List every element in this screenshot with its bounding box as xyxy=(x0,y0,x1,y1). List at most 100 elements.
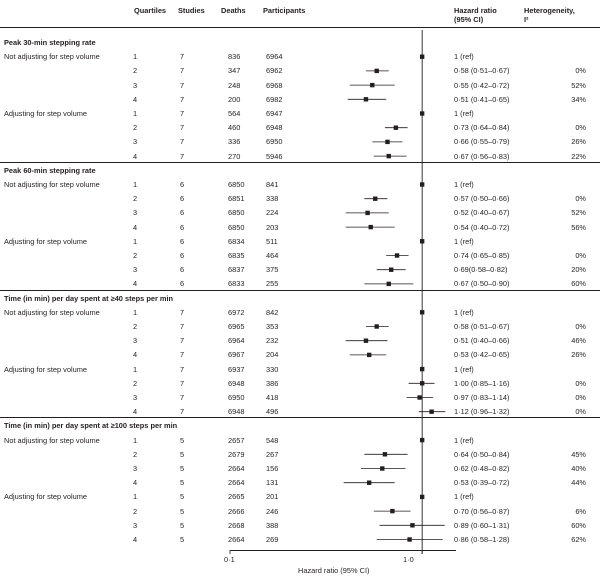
participants-cell: 6948 xyxy=(266,123,283,133)
heterogeneity-cell: 0% xyxy=(575,123,586,133)
participants-cell: 246 xyxy=(266,506,279,516)
deaths-cell: 6834 xyxy=(228,236,245,246)
deaths-cell: 6833 xyxy=(228,279,245,289)
quartile-cell: 2 xyxy=(133,194,138,204)
deaths-cell: 270 xyxy=(228,151,241,161)
participants-cell: 353 xyxy=(266,322,279,331)
studies-cell: 7 xyxy=(180,393,185,402)
quartile-cell: 4 xyxy=(133,94,138,104)
participants-cell: 388 xyxy=(266,520,279,530)
section-title: Peak 60-min stepping rate xyxy=(4,165,96,175)
quartile-cell: 2 xyxy=(133,378,138,388)
deaths-cell: 2664 xyxy=(228,535,245,544)
quartile-cell: 4 xyxy=(133,279,138,289)
hazard-ratio-text: 1·00 (0·85–1·16) xyxy=(454,378,510,388)
hazard-ratio-text: 0·54 (0·40–0·72) xyxy=(454,222,510,232)
deaths-cell: 6851 xyxy=(228,194,245,204)
hazard-ratio-text: 0·55 (0·42–0·72) xyxy=(454,80,510,90)
hazard-ratio-text: 1 (ref) xyxy=(454,180,474,189)
hazard-ratio-text: 0·67 (0·56–0·83) xyxy=(454,151,510,161)
hazard-ratio-text: 0·53 (0·42–0·65) xyxy=(454,350,510,360)
hazard-ratio-text: 0·51 (0·41–0·65) xyxy=(454,94,510,104)
hazard-ratio-point xyxy=(382,452,388,457)
participants-cell: 224 xyxy=(266,208,279,218)
participants-cell: 131 xyxy=(266,478,279,488)
hazard-ratio-text: 1 (ref) xyxy=(454,236,474,246)
quartile-cell: 1 xyxy=(133,180,138,189)
heterogeneity-cell: 0% xyxy=(575,251,586,260)
hazard-ratio-point xyxy=(380,466,385,471)
quartile-cell: 3 xyxy=(133,393,138,402)
x-tick-label-1-0: 1·0 xyxy=(403,555,414,564)
hazard-ratio-point xyxy=(374,324,379,329)
participants-cell: 267 xyxy=(266,449,279,459)
heterogeneity-cell: 26% xyxy=(571,137,586,147)
hazard-ratio-point xyxy=(385,139,390,145)
participants-cell: 255 xyxy=(266,279,279,289)
section-title: Peak 30-min stepping rate xyxy=(4,38,96,47)
header-deaths: Deaths xyxy=(221,6,246,15)
hazard-ratio-text: 1·12 (0·96–1·32) xyxy=(454,407,510,417)
studies-cell: 7 xyxy=(180,407,185,417)
deaths-cell: 6967 xyxy=(228,350,245,360)
deaths-cell: 2664 xyxy=(228,464,245,473)
studies-cell: 7 xyxy=(180,52,185,62)
studies-cell: 7 xyxy=(180,322,185,331)
hazard-ratio-text: 1 (ref) xyxy=(454,109,474,118)
quartile-cell: 2 xyxy=(133,449,138,459)
hazard-ratio-point xyxy=(388,267,394,272)
hazard-ratio-text: 0·58 (0·51–0·67) xyxy=(454,322,510,331)
section-title: Time (in min) per day spent at ≥40 steps… xyxy=(4,293,174,303)
group-label: Not adjusting for step volume xyxy=(4,307,100,317)
studies-cell: 5 xyxy=(180,520,185,530)
quartile-cell: 4 xyxy=(133,151,138,161)
heterogeneity-cell: 0% xyxy=(575,393,586,402)
participants-cell: 6968 xyxy=(266,80,283,90)
participants-cell: 5946 xyxy=(266,151,283,161)
quartile-cell: 3 xyxy=(133,520,138,530)
quartile-cell: 3 xyxy=(133,464,138,473)
participants-cell: 6964 xyxy=(266,52,283,62)
deaths-cell: 200 xyxy=(228,94,241,104)
studies-cell: 7 xyxy=(180,123,185,133)
studies-cell: 7 xyxy=(180,137,185,147)
quartile-cell: 2 xyxy=(133,251,138,260)
quartile-cell: 4 xyxy=(133,407,138,417)
deaths-cell: 836 xyxy=(228,52,241,62)
section-divider xyxy=(0,161,600,163)
hazard-ratio-point xyxy=(370,82,375,88)
quartile-cell: 3 xyxy=(133,137,138,147)
quartile-cell: 3 xyxy=(133,265,138,275)
studies-cell: 5 xyxy=(180,435,185,445)
participants-cell: 496 xyxy=(266,407,279,417)
deaths-cell: 6964 xyxy=(228,336,245,346)
deaths-cell: 6950 xyxy=(228,393,245,402)
deaths-cell: 347 xyxy=(228,66,241,76)
studies-cell: 7 xyxy=(180,378,185,388)
studies-cell: 6 xyxy=(180,265,185,275)
quartile-cell: 2 xyxy=(133,123,138,133)
deaths-cell: 6948 xyxy=(228,407,245,417)
quartile-cell: 1 xyxy=(133,435,138,445)
hazard-ratio-point xyxy=(390,508,395,514)
hazard-ratio-point xyxy=(366,352,372,358)
participants-cell: 6947 xyxy=(266,109,283,118)
participants-cell: 330 xyxy=(266,364,279,374)
studies-cell: 7 xyxy=(180,336,185,346)
hazard-ratio-text: 0·86 (0·58–1·28) xyxy=(454,535,510,544)
participants-cell: 842 xyxy=(266,307,279,317)
heterogeneity-cell: 0% xyxy=(575,322,586,331)
header-rule xyxy=(0,27,600,28)
quartile-cell: 4 xyxy=(133,222,138,232)
participants-cell: 464 xyxy=(266,251,279,260)
heterogeneity-cell: 45% xyxy=(571,449,586,459)
studies-cell: 6 xyxy=(180,222,185,232)
group-label: Adjusting for step volume xyxy=(4,109,87,118)
studies-cell: 7 xyxy=(180,66,185,76)
deaths-cell: 2666 xyxy=(228,506,245,516)
section-divider xyxy=(0,417,600,419)
x-axis-line xyxy=(230,550,456,551)
studies-cell: 5 xyxy=(180,492,185,502)
studies-cell: 7 xyxy=(180,94,185,104)
studies-cell: 6 xyxy=(180,194,185,204)
